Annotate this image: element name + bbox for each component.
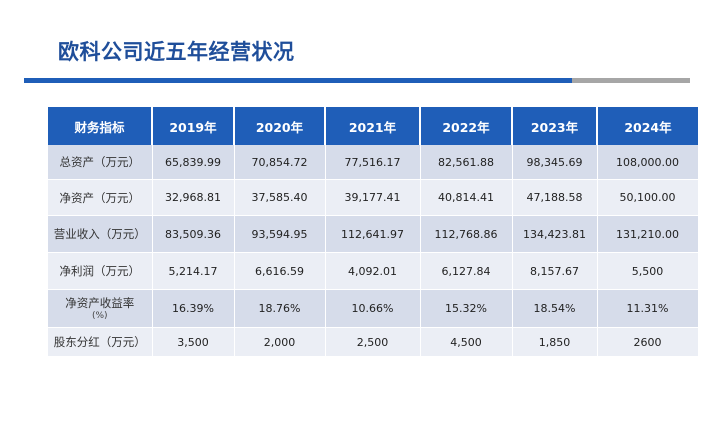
header-cell: 财务指标 xyxy=(48,107,153,145)
table-cell: 2,000 xyxy=(234,327,326,357)
table-cell: 1,850 xyxy=(512,327,598,357)
table-cell: 131,210.00 xyxy=(597,215,699,253)
table-row: 股东分红（万元） 3,500 2,000 2,500 4,500 1,850 2… xyxy=(48,327,699,357)
table-cell: 70,854.72 xyxy=(234,145,326,180)
table-cell: 5,214.17 xyxy=(152,252,235,290)
row-label-main: 净资产收益率 xyxy=(65,295,135,310)
table-cell: 2,500 xyxy=(325,327,421,357)
table-header-row: 财务指标 2019年 2020年 2021年 2022年 2023年 2024年 xyxy=(48,107,698,145)
table-cell: 8,157.67 xyxy=(512,252,598,290)
header-cell: 2024年 xyxy=(597,107,698,145)
table-cell: 16.39% xyxy=(152,289,235,328)
table-cell: 112,641.97 xyxy=(325,215,421,253)
table-cell: 77,516.17 xyxy=(325,145,421,180)
table-cell: 6,127.84 xyxy=(420,252,513,290)
table-cell: 112,768.86 xyxy=(420,215,513,253)
table-cell: 4,092.01 xyxy=(325,252,421,290)
row-label-unit: (%) xyxy=(91,310,108,321)
table-row: 净资产收益率 (%) 16.39% 18.76% 10.66% 15.32% 1… xyxy=(48,289,699,328)
table-cell: 65,839.99 xyxy=(152,145,235,180)
table-cell: 5,500 xyxy=(597,252,699,290)
table-cell: 40,814.41 xyxy=(420,179,513,216)
table-cell: 98,345.69 xyxy=(512,145,598,180)
table-cell: 39,177.41 xyxy=(325,179,421,216)
table-cell: 10.66% xyxy=(325,289,421,328)
table-cell: 134,423.81 xyxy=(512,215,598,253)
header-cell: 2021年 xyxy=(325,107,421,145)
page-title: 欧科公司近五年经营状况 xyxy=(58,40,295,64)
header-cell: 2020年 xyxy=(234,107,326,145)
table-cell: 3,500 xyxy=(152,327,235,357)
table-cell: 32,968.81 xyxy=(152,179,235,216)
financial-table: 财务指标 2019年 2020年 2021年 2022年 2023年 2024年… xyxy=(48,107,699,357)
table-cell: 93,594.95 xyxy=(234,215,326,253)
header-cell: 2023年 xyxy=(512,107,598,145)
header-cell: 2019年 xyxy=(152,107,235,145)
table-cell: 37,585.40 xyxy=(234,179,326,216)
table-cell: 11.31% xyxy=(597,289,699,328)
title-underline-blue xyxy=(24,78,572,83)
table-cell: 2600 xyxy=(597,327,699,357)
table-cell: 4,500 xyxy=(420,327,513,357)
table-row: 净资产（万元） 32,968.81 37,585.40 39,177.41 40… xyxy=(48,179,699,216)
row-label: 净资产（万元） xyxy=(48,179,153,216)
table-row: 总资产（万元） 65,839.99 70,854.72 77,516.17 82… xyxy=(48,145,699,180)
row-label: 净利润（万元） xyxy=(48,252,153,290)
table-cell: 108,000.00 xyxy=(597,145,699,180)
table-row: 营业收入（万元） 83,509.36 93,594.95 112,641.97 … xyxy=(48,215,699,253)
table-cell: 18.76% xyxy=(234,289,326,328)
table-cell: 15.32% xyxy=(420,289,513,328)
table-cell: 50,100.00 xyxy=(597,179,699,216)
table-row: 净利润（万元） 5,214.17 6,616.59 4,092.01 6,127… xyxy=(48,252,699,290)
table-cell: 18.54% xyxy=(512,289,598,328)
table-cell: 6,616.59 xyxy=(234,252,326,290)
title-underline-gray xyxy=(572,78,690,83)
row-label: 净资产收益率 (%) xyxy=(48,289,153,328)
header-cell: 2022年 xyxy=(420,107,513,145)
row-label: 营业收入（万元） xyxy=(48,215,153,253)
row-label: 总资产（万元） xyxy=(48,145,153,180)
table-cell: 82,561.88 xyxy=(420,145,513,180)
table-cell: 83,509.36 xyxy=(152,215,235,253)
table-cell: 47,188.58 xyxy=(512,179,598,216)
row-label: 股东分红（万元） xyxy=(48,327,153,357)
